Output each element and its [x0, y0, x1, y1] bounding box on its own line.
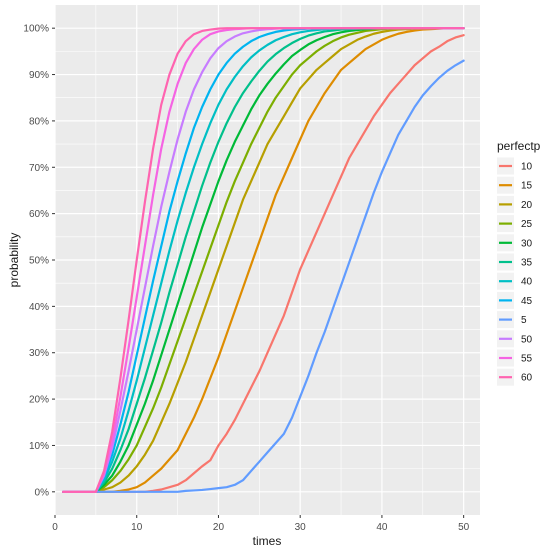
legend-label: 10 — [521, 162, 533, 173]
y-tick-label: 80% — [29, 116, 49, 127]
legend-label: 40 — [521, 277, 533, 288]
legend-label: 55 — [521, 354, 533, 365]
legend-item: 40 — [497, 272, 533, 290]
x-axis-ticks: 0 10 20 30 40 50 — [52, 515, 470, 533]
series-line-20 — [62, 27, 465, 493]
legend-item: 5 — [497, 311, 527, 329]
x-tick-label: 40 — [376, 522, 388, 533]
y-tick-label: 90% — [29, 70, 49, 81]
legend-label: 20 — [521, 200, 533, 211]
x-tick-label: 20 — [213, 522, 225, 533]
series-line-60 — [62, 27, 465, 493]
series-line-15 — [62, 27, 465, 493]
legend-label: 60 — [521, 373, 533, 384]
x-axis-title: times — [253, 534, 282, 548]
y-tick-label: 100% — [23, 24, 49, 35]
y-tick-label: 30% — [29, 348, 49, 359]
legend-item: 50 — [497, 330, 533, 348]
legend-label: 45 — [521, 296, 533, 307]
legend-label: 25 — [521, 219, 533, 230]
legend-title: perfectp — [497, 139, 541, 153]
legend-item: 35 — [497, 253, 533, 271]
legend-label: 35 — [521, 258, 533, 269]
legend-item: 15 — [497, 176, 533, 194]
legend-item: 25 — [497, 215, 533, 233]
legend-item: 55 — [497, 349, 533, 367]
y-tick-label: 40% — [29, 302, 49, 313]
legend-label: 15 — [521, 181, 533, 192]
y-tick-label: 60% — [29, 209, 49, 220]
legend-label: 30 — [521, 238, 533, 249]
series-lines — [62, 27, 465, 493]
y-tick-label: 0% — [35, 487, 50, 498]
legend-item: 30 — [497, 234, 533, 252]
y-tick-label: 70% — [29, 163, 49, 174]
legend-item: 20 — [497, 195, 533, 213]
legend-label: 5 — [521, 315, 527, 326]
y-tick-label: 10% — [29, 441, 49, 452]
x-tick-label: 50 — [458, 522, 470, 533]
y-axis-title: probability — [7, 233, 21, 288]
y-tick-label: 20% — [29, 395, 49, 406]
legend-items: 10 15 20 25 30 35 40 45 5 50 55 60 — [497, 157, 533, 386]
y-axis-ticks: 0% 10% 20% 30% 40% 50% 60% 70% 80% 90% 100% — [23, 24, 55, 498]
x-tick-label: 10 — [131, 522, 143, 533]
legend-item: 60 — [497, 368, 533, 386]
y-tick-label: 50% — [29, 256, 49, 267]
legend-item: 10 — [497, 157, 533, 175]
x-tick-label: 30 — [295, 522, 307, 533]
series-line-5 — [62, 59, 465, 493]
legend-item: 45 — [497, 291, 533, 309]
legend-label: 50 — [521, 334, 533, 345]
x-tick-label: 0 — [52, 522, 58, 533]
legend: perfectp 10 15 20 25 30 35 40 45 5 50 55 60 — [497, 139, 541, 386]
